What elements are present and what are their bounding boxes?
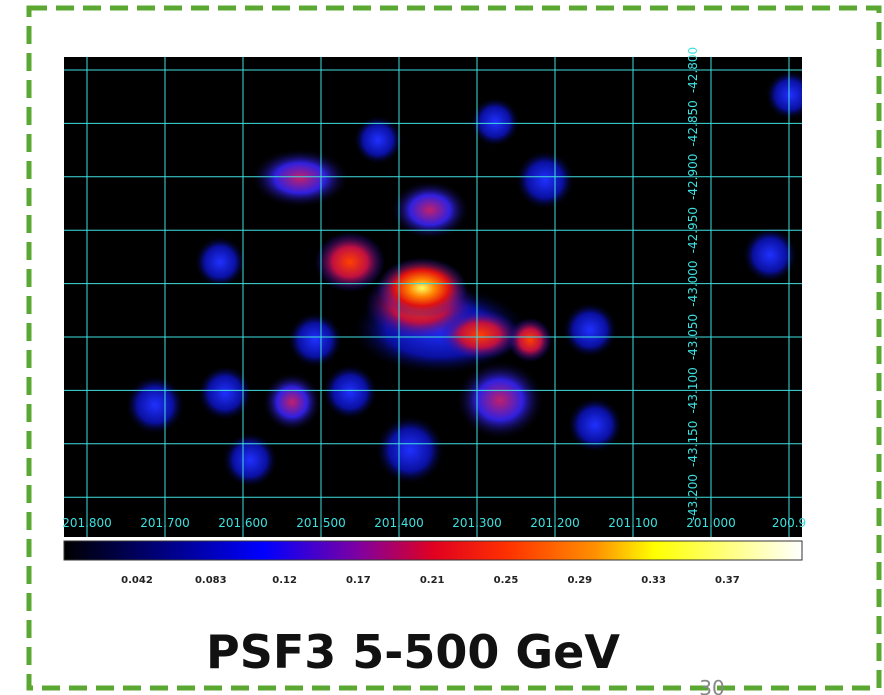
frame [26, 5, 882, 691]
y-label: -42.950 [686, 207, 700, 253]
colorbar-label: 0.21 [420, 575, 445, 586]
x-label: 201.600 [218, 516, 268, 530]
y-label: -42.900 [686, 154, 700, 200]
x-label: 201.500 [296, 516, 346, 530]
y-label: -42.850 [686, 100, 700, 146]
y-label: -42.800 [686, 47, 700, 93]
colorbar-label: 0.33 [641, 575, 666, 586]
x-label: 201.100 [608, 516, 658, 530]
colorbar-label: 0.25 [494, 575, 519, 586]
y-label: -43.150 [686, 421, 700, 467]
x-label: 201.800 [62, 516, 112, 530]
x-label: 201.000 [686, 516, 736, 530]
colorbar-label: 0.12 [272, 575, 297, 586]
y-label: -43.200 [686, 474, 700, 520]
colorbar [63, 540, 803, 561]
x-label: 201.400 [374, 516, 424, 530]
colorbar-label: 0.29 [567, 575, 592, 586]
page-number: 30 [699, 676, 724, 695]
x-label: 200.9 [772, 516, 806, 530]
colorbar-label: 0.042 [121, 575, 153, 586]
caption: PSF3 5-500 GeV [206, 625, 620, 679]
colorbar-label: 0.083 [195, 575, 227, 586]
colorbar-label: 0.37 [715, 575, 740, 586]
y-label: -43.100 [686, 367, 700, 413]
y-label: -43.000 [686, 260, 700, 306]
x-label: 201.700 [140, 516, 190, 530]
sky-map [64, 57, 802, 537]
y-label: -43.050 [686, 314, 700, 360]
colorbar-label: 0.17 [346, 575, 371, 586]
x-label: 201.300 [452, 516, 502, 530]
x-label: 201.200 [530, 516, 580, 530]
